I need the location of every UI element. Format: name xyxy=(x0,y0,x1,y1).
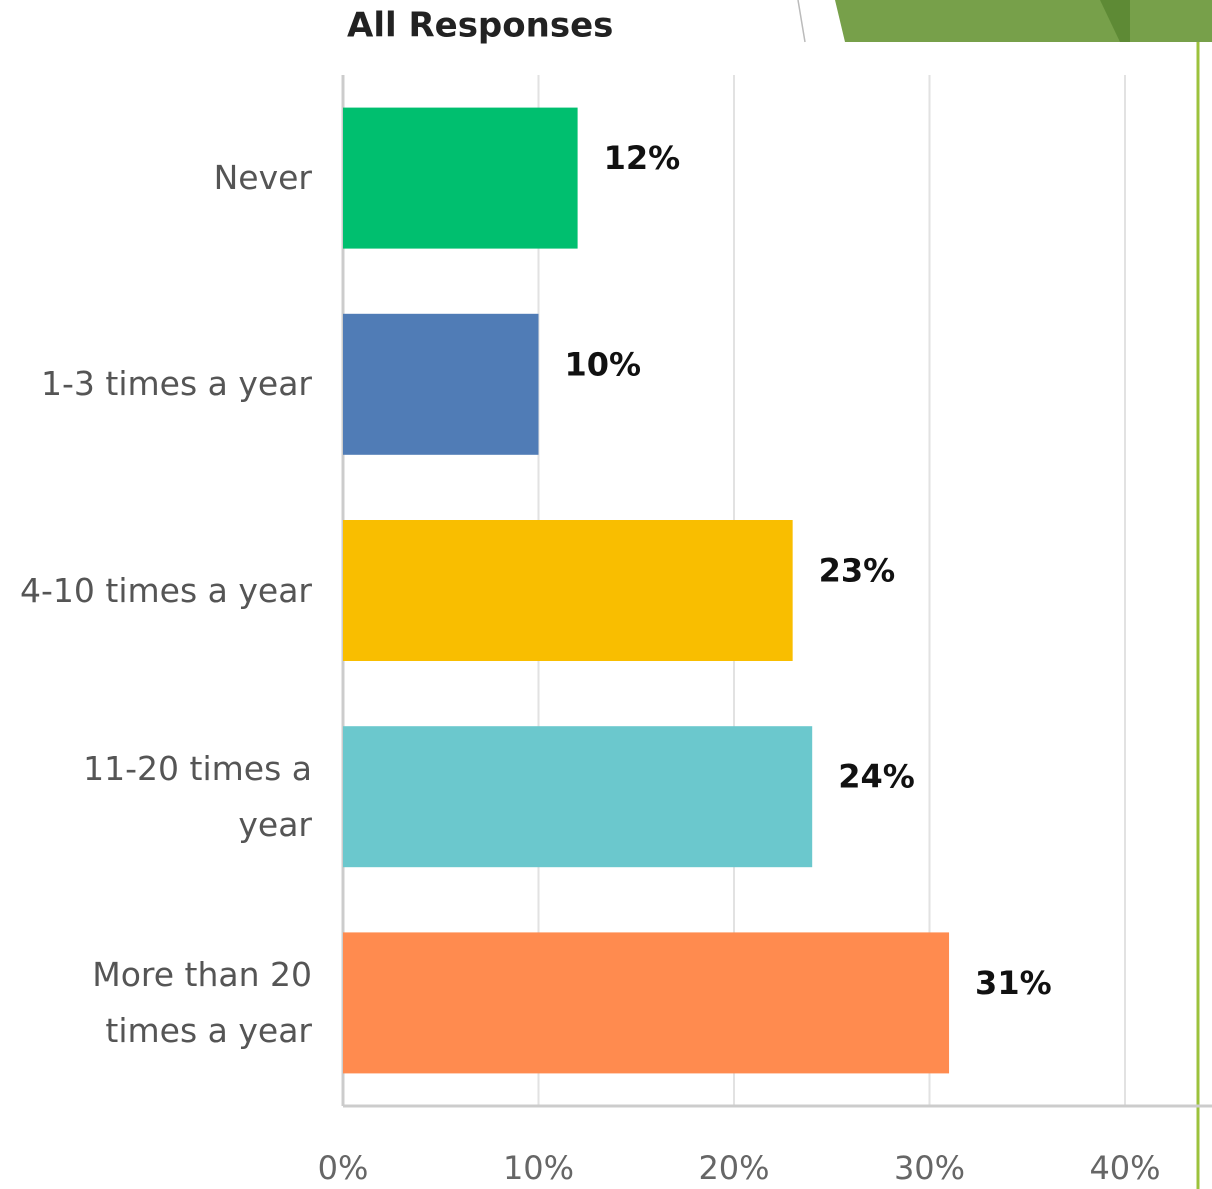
chart-title: All Responses xyxy=(347,6,613,46)
y-tick-label: 4-10 times a year xyxy=(20,570,312,610)
value-label: 23% xyxy=(819,552,896,590)
bar xyxy=(343,932,950,1074)
decoration xyxy=(1100,0,1130,42)
bar xyxy=(343,520,793,661)
value-label: 31% xyxy=(975,964,1052,1002)
value-label: 10% xyxy=(565,345,642,383)
y-tick-label: More than 20 times a year xyxy=(92,954,312,1050)
y-tick-label: Never xyxy=(213,158,312,198)
x-tick-label: 10% xyxy=(503,1149,574,1187)
bar xyxy=(343,726,813,868)
bar xyxy=(343,313,539,455)
x-tick-label: 0% xyxy=(318,1149,369,1187)
x-tick-label: 30% xyxy=(894,1149,965,1187)
y-tick-label: 1-3 times a year xyxy=(41,364,312,404)
x-tick-label: 20% xyxy=(698,1149,769,1187)
decoration xyxy=(797,0,806,43)
value-label: 24% xyxy=(838,758,915,796)
y-tick-label: 11-20 times a year xyxy=(83,748,312,844)
value-label: 12% xyxy=(604,139,681,177)
x-tick-label: 40% xyxy=(1089,1149,1160,1187)
decoration xyxy=(835,0,1212,42)
bar xyxy=(343,107,578,249)
